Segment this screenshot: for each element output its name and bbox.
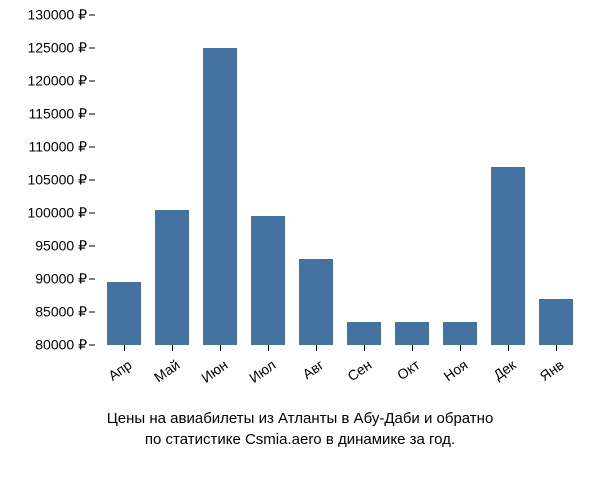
y-tick-mark	[89, 114, 95, 115]
y-tick-label: 125000 ₽	[27, 40, 87, 57]
x-tick-label: Июн	[192, 356, 231, 390]
x-tick-mark	[268, 345, 269, 351]
chart-container: 80000 ₽ 85000 ₽ 90000 ₽ 95000 ₽ 100000 ₽ 1050…	[0, 10, 600, 410]
x-tick-mark	[316, 345, 317, 351]
x-tick-label: Окт	[384, 356, 423, 390]
bar	[299, 259, 333, 345]
x-tick-mark	[508, 345, 509, 351]
y-tick-label: 80000 ₽	[35, 337, 87, 354]
y-tick-label: 130000 ₽	[27, 7, 87, 24]
y-tick-mark	[89, 279, 95, 280]
x-tick-mark	[412, 345, 413, 351]
bar	[347, 322, 381, 345]
y-tick-mark	[89, 180, 95, 181]
plot-area	[100, 15, 580, 345]
x-tick-mark	[460, 345, 461, 351]
y-tick-label: 85000 ₽	[35, 304, 87, 321]
y-tick-label: 110000 ₽	[29, 139, 87, 156]
bar	[491, 167, 525, 345]
y-tick-label: 120000 ₽	[27, 73, 87, 90]
bar	[107, 282, 141, 345]
y-axis: 80000 ₽85000 ₽90000 ₽95000 ₽100000 ₽1050…	[0, 15, 95, 345]
y-tick-label: 95000 ₽	[35, 238, 87, 255]
y-tick-mark	[89, 48, 95, 49]
y-tick-mark	[89, 246, 95, 247]
x-tick-mark	[124, 345, 125, 351]
bar	[251, 216, 285, 345]
caption-line-2: по статистике Csmia.aero в динамике за г…	[0, 429, 600, 450]
bars-group	[100, 15, 580, 345]
y-tick-mark	[89, 81, 95, 82]
y-tick-mark	[89, 15, 95, 16]
x-tick-mark	[220, 345, 221, 351]
bar	[203, 48, 237, 345]
x-tick-label: Апр	[96, 356, 135, 390]
x-tick-label: Янв	[528, 356, 567, 390]
x-tick-label: Авг	[288, 356, 327, 390]
caption-line-1: Цены на авиабилеты из Атланты в Абу-Даби…	[0, 408, 600, 429]
x-tick-label: Сен	[336, 356, 375, 390]
bar	[155, 210, 189, 345]
x-axis: АпрМайИюнИюлАвгСенОктНояДекЯнв	[100, 345, 580, 405]
x-tick-mark	[172, 345, 173, 351]
y-tick-mark	[89, 147, 95, 148]
x-tick-mark	[364, 345, 365, 351]
y-tick-label: 105000 ₽	[27, 172, 87, 189]
y-tick-mark	[89, 345, 95, 346]
x-tick-label: Июл	[240, 356, 279, 390]
bar	[539, 299, 573, 345]
bar	[395, 322, 429, 345]
x-tick-label: Ноя	[432, 356, 471, 390]
x-tick-label: Дек	[480, 356, 519, 390]
y-tick-mark	[89, 213, 95, 214]
bar	[443, 322, 477, 345]
x-tick-mark	[556, 345, 557, 351]
x-tick-label: Май	[144, 356, 183, 390]
y-tick-label: 100000 ₽	[27, 205, 87, 222]
y-tick-mark	[89, 312, 95, 313]
y-tick-label: 115000 ₽	[29, 106, 87, 123]
y-tick-label: 90000 ₽	[35, 271, 87, 288]
chart-caption: Цены на авиабилеты из Атланты в Абу-Даби…	[0, 408, 600, 450]
